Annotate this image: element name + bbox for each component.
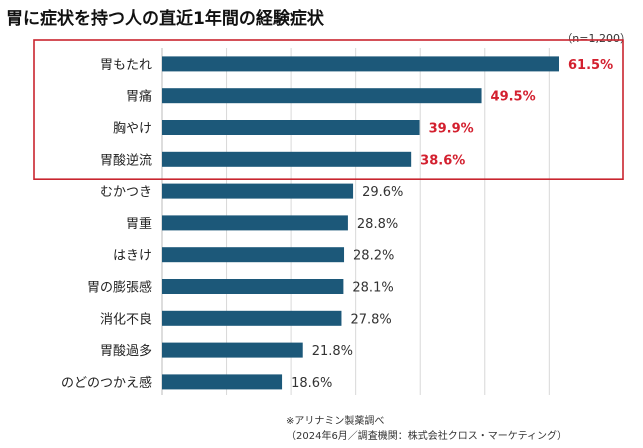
bar (162, 56, 559, 72)
highlight-frame (33, 39, 624, 180)
bar (162, 279, 344, 294)
category-label: 胃酸逆流 (100, 152, 152, 168)
value-label: 49.5% (491, 90, 536, 105)
value-label: 27.8% (350, 312, 391, 327)
category-label: 胃の膨張感 (87, 280, 152, 296)
bar (162, 215, 348, 231)
value-label: 28.1% (352, 281, 393, 296)
category-label: 胃痛 (126, 89, 152, 105)
category-label: 胸やけ (113, 122, 152, 137)
value-label: 39.9% (429, 122, 474, 137)
bar (162, 342, 303, 358)
category-label: 消化不良 (100, 311, 152, 327)
category-label: むかつき (100, 185, 152, 200)
bar (162, 183, 354, 199)
category-label: 胃もたれ (100, 58, 152, 73)
sample-size-label: （n=1,200） (561, 32, 631, 45)
bar (162, 310, 342, 326)
bar (162, 247, 345, 263)
value-label: 38.6% (420, 153, 465, 168)
value-label: 28.2% (353, 249, 394, 264)
category-label: 胃酸過多 (100, 343, 152, 359)
value-label: 61.5% (568, 58, 613, 73)
value-label: 28.8% (357, 217, 398, 232)
bar (162, 120, 420, 135)
category-label: はきけ (113, 249, 152, 264)
value-label: 18.6% (291, 376, 332, 391)
bar (162, 151, 412, 167)
category-label: のどのつかえ感 (61, 375, 152, 391)
bar (162, 374, 283, 390)
chart-title: 胃に症状を持つ人の直近1年間の経験症状 (6, 9, 324, 29)
category-label: 胃重 (126, 216, 152, 232)
source-note: ※アリナミン製薬調べ (286, 416, 385, 427)
bar (162, 88, 482, 104)
survey-note: （2024年6月／調査機関：株式会社クロス・マーケティング） (286, 431, 568, 442)
value-label: 21.8% (312, 344, 353, 359)
value-label: 29.6% (362, 185, 403, 200)
